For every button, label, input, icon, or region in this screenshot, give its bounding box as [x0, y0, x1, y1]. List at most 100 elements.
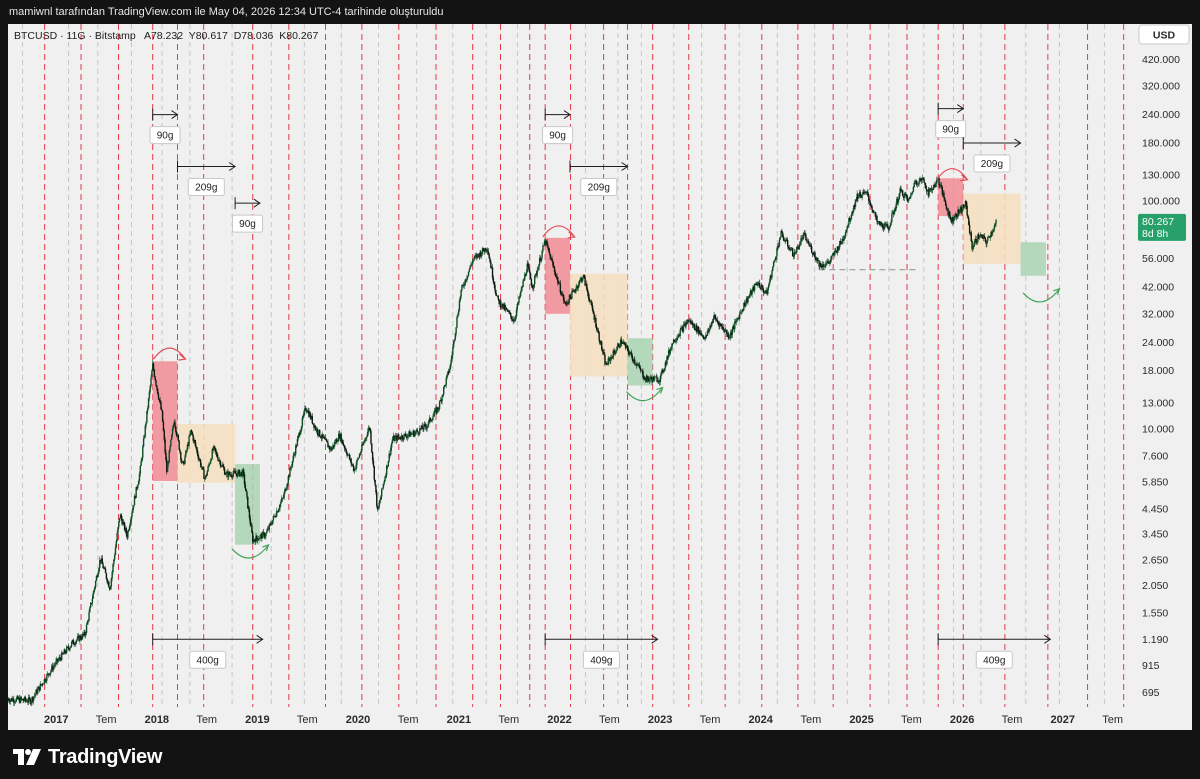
candle-body-down	[29, 698, 32, 704]
candle-body-down	[878, 221, 881, 225]
candle-body-down	[253, 539, 256, 541]
candle-body-up	[719, 323, 721, 327]
candle	[476, 253, 479, 260]
candle-body-up	[329, 447, 332, 450]
candle	[428, 414, 431, 423]
candle-body-down	[223, 468, 226, 475]
candle-body-up	[476, 253, 479, 258]
candle	[392, 432, 395, 441]
candle	[935, 182, 937, 188]
candle	[316, 427, 318, 436]
candle-body-down	[945, 205, 948, 210]
candle-body-up	[778, 239, 781, 247]
candle	[277, 508, 280, 513]
candle	[529, 272, 532, 280]
candle-body-down	[285, 488, 287, 491]
candle-body-down	[782, 236, 785, 241]
candle-body-down	[203, 469, 205, 479]
candle	[95, 574, 98, 582]
ohlc-high: Y80.617	[188, 30, 228, 42]
candle	[481, 253, 483, 259]
candle-body-up	[956, 216, 958, 218]
candle	[349, 455, 352, 462]
candle	[722, 324, 724, 331]
candle-body-up	[188, 436, 190, 446]
candle	[536, 266, 538, 279]
candle	[810, 243, 813, 254]
candle-body-up	[568, 294, 571, 303]
chart-pane[interactable]: 90g 209g 90g 400g 90g 209g 409g 90g 209g 409g BTC…	[8, 24, 1138, 707]
candle-body-down	[371, 452, 374, 461]
candle-body-up	[505, 307, 507, 310]
candle	[744, 300, 746, 307]
candle-body-up	[226, 471, 228, 473]
candle	[901, 189, 904, 196]
candle-body-up	[366, 431, 369, 437]
candle	[233, 468, 236, 473]
candle-body-up	[920, 179, 923, 182]
candle-body-down	[368, 427, 371, 429]
time-tick-label: Tem	[297, 714, 318, 726]
candle	[818, 260, 820, 270]
candle	[659, 374, 662, 386]
candle	[990, 230, 992, 238]
candle	[333, 440, 336, 449]
candle-body-up	[259, 535, 261, 539]
candle	[19, 695, 22, 704]
candle-body-up	[184, 456, 186, 464]
candle	[353, 467, 356, 474]
candle-body-up	[398, 437, 400, 438]
candle-body-down	[967, 215, 969, 219]
candle-body-down	[790, 249, 792, 251]
candle-body-down	[770, 275, 772, 278]
candle	[60, 657, 62, 662]
candle	[106, 577, 108, 585]
candle	[567, 299, 570, 305]
candle-body-up	[928, 189, 930, 196]
candle	[858, 189, 861, 198]
candle	[598, 331, 600, 343]
candle	[643, 375, 645, 381]
candle-body-down	[614, 352, 616, 354]
candle-body-down	[938, 177, 940, 185]
candle	[292, 452, 294, 464]
candle	[593, 311, 595, 324]
candle	[677, 334, 679, 341]
candle-body-up	[206, 471, 208, 476]
candle	[548, 247, 550, 253]
candle	[82, 633, 84, 638]
candle	[27, 694, 30, 705]
candle	[948, 211, 950, 219]
candle	[829, 259, 831, 267]
measure-label-box	[582, 650, 620, 669]
time-axis[interactable]: 2017 Tem 2018 Tem 2019 Tem 2020 Tem 2021 Tem 2022 T…	[8, 707, 1192, 730]
candle-body-up	[473, 256, 476, 260]
candle	[887, 221, 889, 230]
candle	[873, 210, 876, 213]
candle	[758, 279, 761, 288]
candle-body-down	[263, 532, 266, 538]
candle-body-down	[624, 343, 627, 348]
candle-body-down	[417, 431, 419, 434]
candle-body-up	[361, 444, 363, 452]
candle-body-down	[248, 509, 251, 519]
measure-label-box	[542, 126, 574, 145]
candle-body-up	[71, 639, 74, 643]
price-axis[interactable]: USD 695 915 1.190 1.550 2.050 2.650 3.450 4.450…	[1138, 24, 1192, 707]
candle-body-down	[492, 277, 495, 283]
candle	[615, 349, 617, 356]
candle-body-up	[663, 368, 666, 371]
candle	[363, 439, 366, 444]
candle-body-up	[260, 534, 262, 536]
candle	[920, 178, 922, 183]
candle	[275, 515, 277, 518]
candle	[667, 347, 670, 360]
candle-body-up	[772, 261, 775, 267]
candle-body-down	[627, 347, 629, 352]
candle-body-up	[932, 187, 934, 190]
candle-body-down	[354, 468, 356, 470]
candle-body-down	[818, 260, 820, 267]
candle	[987, 236, 989, 243]
candle	[8, 697, 11, 705]
